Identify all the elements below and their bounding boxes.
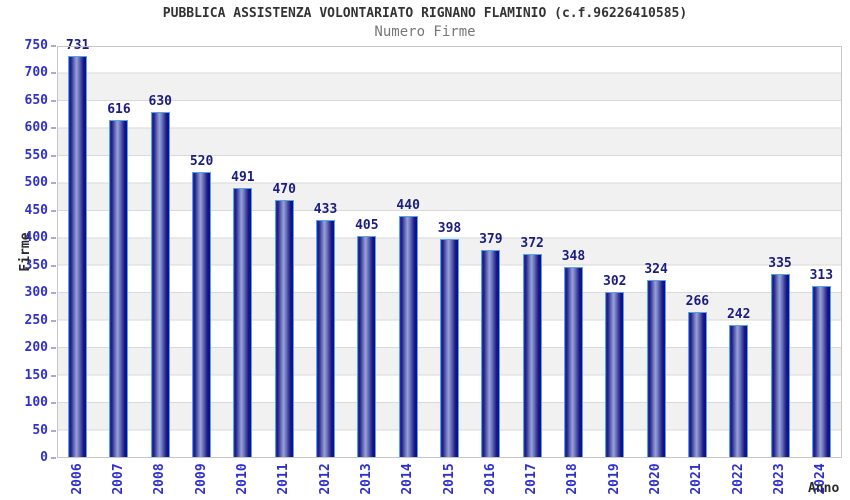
bar-value-label: 302 xyxy=(603,274,627,290)
chart-subtitle: Numero Firme xyxy=(374,24,476,40)
chart-title: PUBBLICA ASSISTENZA VOLONTARIATO RIGNANO… xyxy=(162,6,688,21)
bar-value-label: 616 xyxy=(107,101,131,117)
y-tick-mark xyxy=(51,264,56,267)
x-axis-title: Anno xyxy=(808,481,840,496)
x-tick-label: 2008 xyxy=(152,463,168,495)
bar-value-label: 470 xyxy=(272,181,296,197)
bar xyxy=(481,249,501,458)
x-tick-label: 2023 xyxy=(772,463,788,495)
y-tick-mark xyxy=(51,127,56,130)
bar-value-label: 433 xyxy=(313,202,338,218)
y-tick-label: 150 xyxy=(24,367,48,383)
bar-value-label: 491 xyxy=(231,170,255,186)
bar xyxy=(440,239,459,458)
bar-value-label: 630 xyxy=(148,93,173,109)
bar xyxy=(68,56,88,458)
bar xyxy=(563,266,583,458)
x-tick-label: 2016 xyxy=(482,463,498,495)
x-tick-label: 2011 xyxy=(276,463,292,495)
bar xyxy=(729,325,749,458)
bar xyxy=(233,188,253,458)
x-tick-label: 2012 xyxy=(317,463,333,495)
bar-value-label: 398 xyxy=(437,221,462,237)
x-tick-label: 2015 xyxy=(441,463,457,495)
y-tick-label: 650 xyxy=(24,92,48,108)
x-tick-label: 2017 xyxy=(524,463,540,495)
y-tick-mark xyxy=(51,182,56,185)
bar xyxy=(687,311,707,458)
bar-value-label: 266 xyxy=(685,293,710,309)
y-tick-mark xyxy=(51,292,56,295)
bar-value-label: 440 xyxy=(396,198,420,214)
x-tick-label: 2022 xyxy=(730,463,746,495)
y-tick-label: 0 xyxy=(40,450,48,465)
bar xyxy=(811,286,831,458)
y-tick-label: 100 xyxy=(24,395,48,411)
y-tick-label: 550 xyxy=(24,147,48,163)
bar xyxy=(357,235,377,458)
x-tick-label: 2020 xyxy=(648,463,664,495)
x-tick-label: 2021 xyxy=(689,463,705,495)
bar xyxy=(646,280,666,458)
y-tick-label: 450 xyxy=(24,202,48,218)
bar xyxy=(605,292,625,458)
y-tick-mark xyxy=(51,237,56,240)
y-tick-label: 600 xyxy=(24,120,48,136)
bar-value-label: 335 xyxy=(768,255,792,271)
y-tick-label: 750 xyxy=(24,38,48,53)
x-tick-label: 2009 xyxy=(193,463,209,495)
x-tick-label: 2013 xyxy=(358,463,374,495)
y-tick-mark xyxy=(51,374,56,377)
y-tick-label: 350 xyxy=(24,257,48,273)
y-tick-mark xyxy=(51,429,56,432)
x-tick-label: 2019 xyxy=(606,463,622,495)
y-tick-label: 500 xyxy=(24,175,48,191)
bar-value-label: 313 xyxy=(809,268,834,284)
bar xyxy=(522,253,542,458)
y-tick-mark xyxy=(51,347,56,350)
bar-value-label: 324 xyxy=(644,262,668,278)
x-tick-label: 2018 xyxy=(565,463,581,495)
y-axis-title: Firme xyxy=(18,232,33,272)
bar xyxy=(316,220,336,458)
x-tick-label: 2014 xyxy=(400,463,416,495)
bar-value-label: 405 xyxy=(355,217,379,233)
y-tick-mark xyxy=(51,99,56,102)
bar xyxy=(274,199,294,458)
bar xyxy=(192,172,212,458)
bar-value-label: 520 xyxy=(189,154,214,170)
bar-value-label: 242 xyxy=(726,307,751,323)
y-tick-label: 250 xyxy=(24,312,48,328)
y-tick-label: 50 xyxy=(32,422,48,438)
y-tick-mark xyxy=(51,154,56,157)
y-tick-label: 200 xyxy=(24,340,48,356)
x-tick-label: 2010 xyxy=(234,463,250,495)
bar xyxy=(150,111,170,458)
bar xyxy=(398,216,418,458)
x-tick-label: 2006 xyxy=(69,463,85,495)
y-tick-mark xyxy=(51,45,56,47)
bar-value-label: 348 xyxy=(561,248,586,264)
y-tick-mark xyxy=(51,209,56,212)
y-tick-label: 700 xyxy=(24,65,48,81)
bar xyxy=(109,119,129,458)
bar-value-label: 731 xyxy=(65,38,90,54)
y-tick-label: 300 xyxy=(24,285,48,301)
y-tick-mark xyxy=(51,457,56,459)
y-tick-mark xyxy=(51,72,56,75)
bar xyxy=(770,273,790,458)
bar-value-label: 379 xyxy=(479,231,503,247)
bar-value-label: 372 xyxy=(520,235,544,251)
y-tick-mark xyxy=(51,402,56,405)
x-tick-label: 2007 xyxy=(110,463,126,495)
y-tick-mark xyxy=(51,319,56,322)
y-tick-label: 400 xyxy=(24,230,48,246)
